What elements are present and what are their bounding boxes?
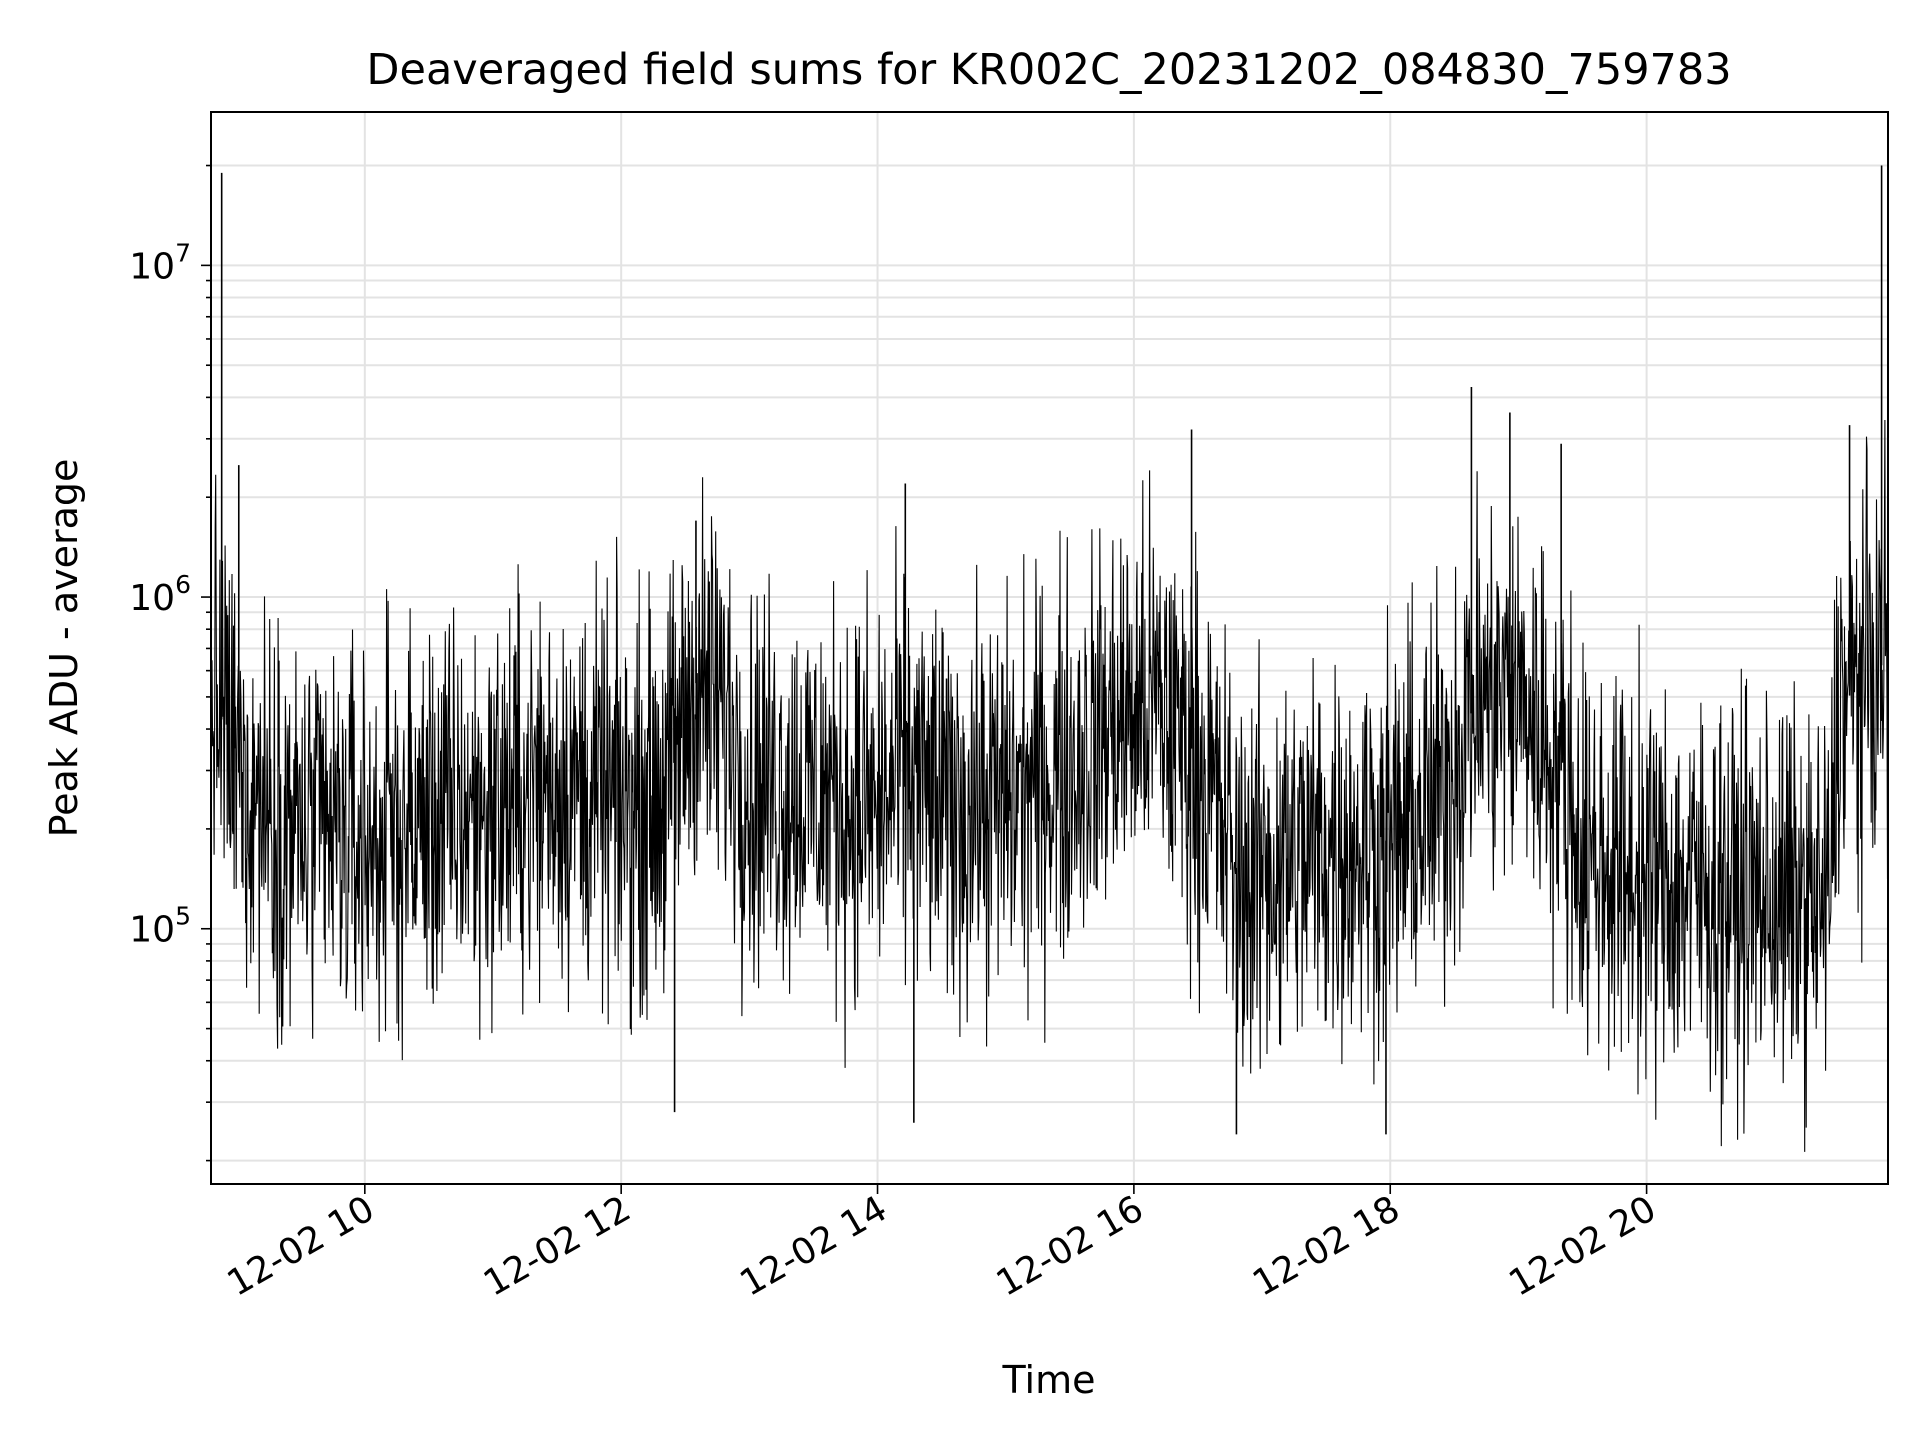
series-line — [210, 419, 1889, 1152]
y-tick-label: 105 — [129, 902, 191, 951]
y-ticks: 105 106 107 — [129, 164, 211, 1162]
chart-title: Deaveraged field sums for KR002C_2023120… — [366, 45, 1731, 95]
series-line-group — [210, 165, 1889, 1152]
y-axis-label: Peak ADU - average — [42, 459, 86, 838]
x-axis-label: Time — [1002, 1358, 1096, 1402]
y-tick-label: 107 — [129, 238, 191, 287]
y-tick-label: 106 — [129, 570, 191, 619]
